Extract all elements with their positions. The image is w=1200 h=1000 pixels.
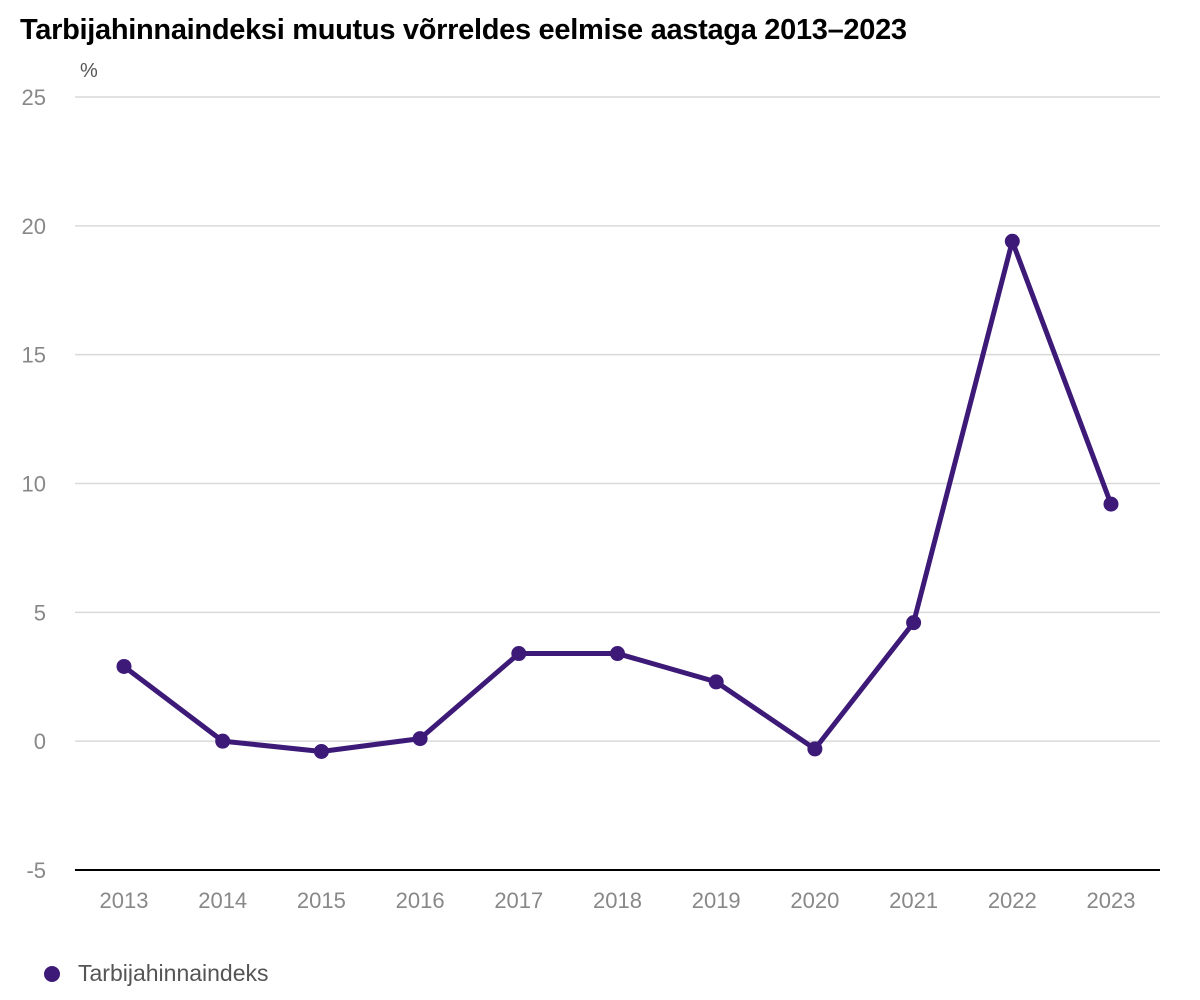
x-tick-label: 2022	[988, 888, 1037, 913]
x-tick-label: 2019	[692, 888, 741, 913]
chart-title: Tarbijahinnaindeksi muutus võrreldes eel…	[20, 14, 907, 46]
data-point	[906, 615, 922, 631]
y-tick-label: -5	[26, 858, 46, 883]
series-group	[116, 233, 1119, 759]
y-tick-label: 0	[34, 729, 46, 754]
y-tick-label: 5	[34, 600, 46, 625]
x-tick-label: 2021	[889, 888, 938, 913]
series-line	[121, 238, 1114, 754]
legend-marker-icon	[44, 965, 60, 982]
data-point	[412, 731, 428, 747]
y-tick-label: 20	[22, 214, 46, 239]
x-tick-label: 2020	[790, 888, 839, 913]
x-tick-label: 2013	[100, 888, 149, 913]
data-point	[1004, 233, 1020, 249]
x-tick-label: 2023	[1087, 888, 1136, 913]
y-tick-label: 10	[22, 472, 46, 497]
y-axis-ticks: 25 20 15 10 5 0 -5	[22, 85, 46, 883]
data-point	[610, 646, 625, 662]
x-tick-label: 2014	[198, 888, 247, 913]
data-point	[116, 658, 132, 674]
data-point	[215, 733, 231, 749]
x-tick-label: 2016	[396, 888, 445, 913]
gridlines	[75, 96, 1160, 742]
x-tick-label: 2017	[494, 888, 543, 913]
x-tick-label: 2015	[297, 888, 346, 913]
data-point	[708, 674, 724, 690]
legend-label: Tarbijahinnaindeks	[78, 960, 269, 986]
x-tick-label: 2018	[593, 888, 642, 913]
legend: Tarbijahinnaindeks	[44, 960, 269, 987]
data-point	[313, 743, 329, 759]
y-tick-label: 25	[22, 85, 46, 110]
y-axis-unit-label: %	[80, 60, 98, 82]
data-point	[511, 646, 527, 662]
x-axis-ticks: 2013 2014 2015 2016 2017 2018 2019 2020 2021 2022…	[100, 888, 1136, 913]
data-point	[1103, 496, 1119, 512]
y-tick-label: 15	[22, 343, 46, 368]
data-point	[807, 741, 823, 757]
